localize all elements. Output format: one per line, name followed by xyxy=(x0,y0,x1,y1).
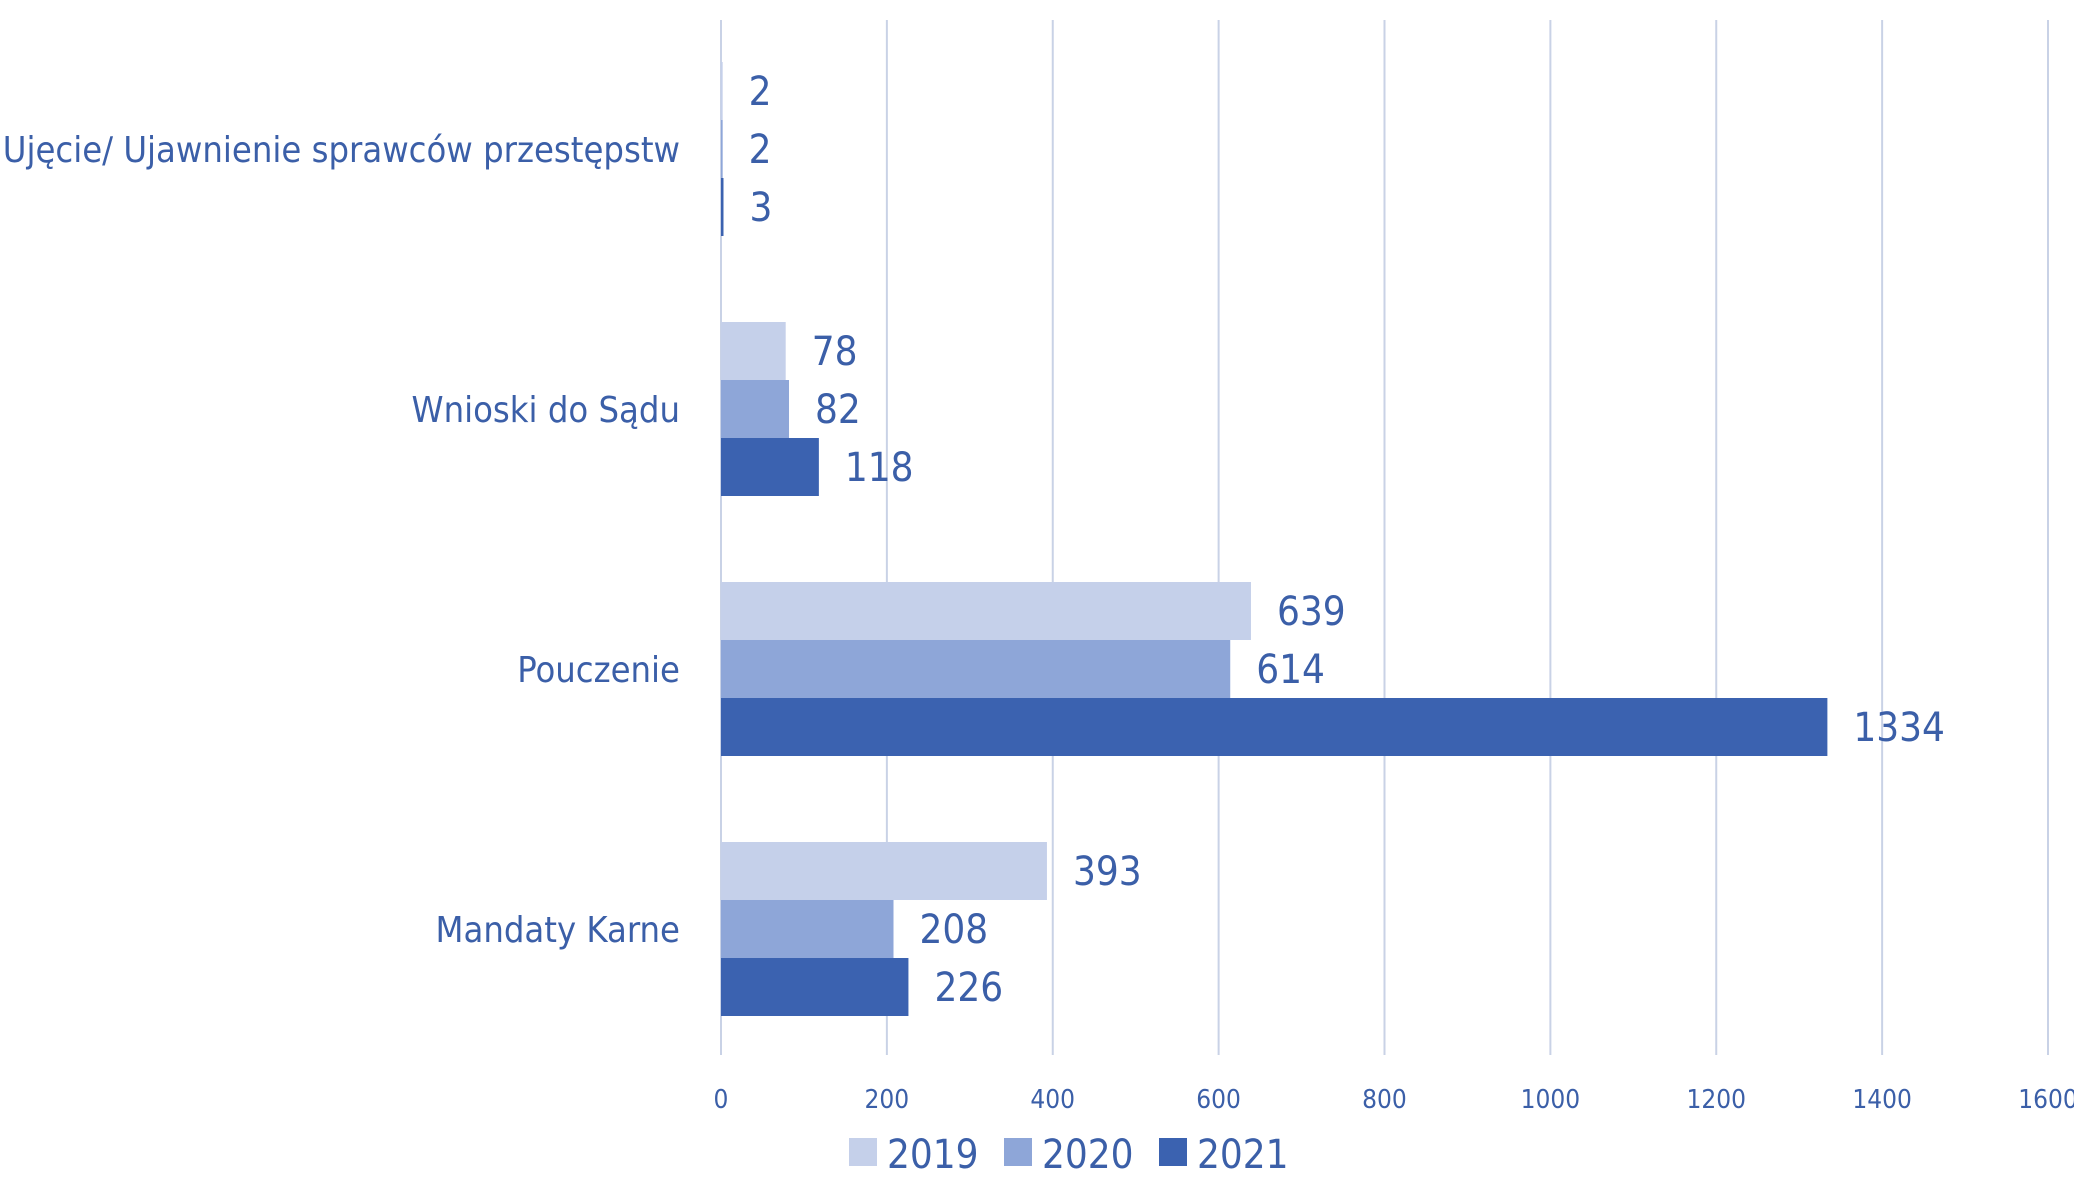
bar-2020 xyxy=(721,900,894,958)
data-label: 3 xyxy=(749,185,772,231)
legend-swatch-2021 xyxy=(1159,1138,1187,1166)
data-label: 393 xyxy=(1073,849,1142,895)
data-label: 208 xyxy=(920,907,989,953)
bar-2020 xyxy=(721,120,723,178)
legend: 2019 2020 2021 xyxy=(849,1132,1289,1178)
data-labels: 2 2 3 78 82 118 639 614 1334 393 208 226 xyxy=(749,69,1945,1011)
bar-2021 xyxy=(721,438,819,496)
category-label: Wnioski do Sądu xyxy=(412,390,680,431)
gridlines xyxy=(720,20,2049,1055)
bar-2019 xyxy=(721,322,786,380)
bar-2021 xyxy=(721,698,1828,756)
data-label: 2 xyxy=(749,69,772,115)
data-label: 2 xyxy=(749,127,772,173)
bar-2020 xyxy=(721,640,1231,698)
data-label: 614 xyxy=(1256,647,1325,693)
x-tick-label: 1000 xyxy=(1521,1085,1581,1115)
x-tick-label: 800 xyxy=(1362,1085,1407,1115)
bar-2021 xyxy=(721,958,909,1016)
data-label: 639 xyxy=(1277,589,1346,635)
legend-swatch-2019 xyxy=(849,1138,877,1166)
x-tick-label: 0 xyxy=(714,1085,729,1115)
data-label: 78 xyxy=(812,329,858,375)
bar-2019 xyxy=(721,582,1251,640)
x-tick-label: 1600 xyxy=(2018,1085,2074,1115)
x-tick-label: 1400 xyxy=(1852,1085,1912,1115)
legend-label: 2019 xyxy=(887,1132,979,1178)
data-label: 82 xyxy=(815,387,861,433)
x-axis-ticks: 0 200 400 600 800 1000 1200 1400 1600 xyxy=(714,1085,2074,1115)
category-labels: Ujęcie/ Ujawnienie sprawców przestępstw W… xyxy=(3,130,680,951)
legend-swatch-2020 xyxy=(1004,1138,1032,1166)
x-tick-label: 600 xyxy=(1196,1085,1241,1115)
bar-2019 xyxy=(721,842,1047,900)
category-label: Ujęcie/ Ujawnienie sprawców przestępstw xyxy=(3,130,680,171)
data-label: 1334 xyxy=(1853,705,1945,751)
category-label: Mandaty Karne xyxy=(436,910,680,951)
x-tick-label: 200 xyxy=(865,1085,910,1115)
bars xyxy=(721,62,1828,1016)
data-label: 226 xyxy=(934,965,1003,1011)
data-label: 118 xyxy=(845,445,914,491)
legend-label: 2020 xyxy=(1042,1132,1134,1178)
bar-2019 xyxy=(721,62,723,120)
bar-2020 xyxy=(721,380,790,438)
x-tick-label: 1200 xyxy=(1686,1085,1746,1115)
legend-label: 2021 xyxy=(1197,1132,1289,1178)
bar-2021 xyxy=(721,178,724,236)
category-label: Pouczenie xyxy=(517,650,680,691)
x-tick-label: 400 xyxy=(1030,1085,1075,1115)
